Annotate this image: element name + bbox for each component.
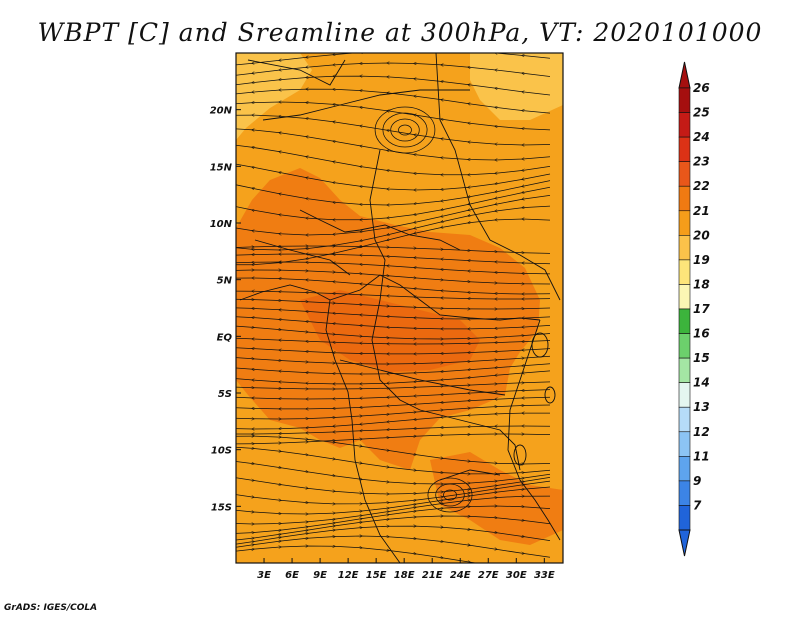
lat-tick-label: 5S	[218, 389, 232, 400]
colorbar-label: 21	[693, 204, 710, 218]
lake-outline	[531, 332, 549, 358]
border-line	[299, 209, 461, 251]
lon-tick-label: 30E	[506, 570, 527, 581]
border-line	[435, 53, 561, 301]
streamline	[236, 355, 551, 364]
colorbar-cell	[678, 456, 691, 482]
border-line	[247, 59, 346, 86]
colorbar-label: 23	[693, 155, 710, 169]
colorbar-cell	[678, 136, 691, 162]
colorbar: 26 25 24 23 22 21 20 19 18 17 16 15 14 13 12 11 9 7	[678, 61, 710, 557]
streamline	[236, 246, 551, 253]
lake-outline	[513, 444, 527, 466]
vortex-ring	[443, 489, 457, 501]
lat-tick-label: 10S	[211, 446, 232, 457]
border-line	[419, 409, 521, 471]
colorbar-label: 26	[693, 81, 710, 95]
lon-tick-label: 27E	[478, 570, 499, 581]
colorbar-label: 22	[693, 179, 710, 193]
credit-text: GrADS: IGES/COLA	[4, 603, 98, 613]
colorbar-cell	[678, 87, 691, 113]
colorbar-label: 14	[693, 376, 710, 390]
colorbar-label: 18	[693, 277, 710, 291]
streamline	[236, 546, 550, 563]
colorbar-cell	[678, 505, 691, 531]
vortex-ring	[398, 124, 412, 136]
lon-tick-label: 18E	[394, 570, 415, 581]
lat-tick-label: 5N	[217, 276, 233, 287]
colorbar-cell	[678, 112, 691, 138]
border-line	[339, 359, 506, 396]
colorbar-label: 16	[693, 327, 710, 341]
colorbar-label: 13	[693, 400, 710, 414]
colorbar-cell	[678, 382, 691, 408]
border-line	[369, 149, 421, 411]
lake-outline	[544, 386, 556, 404]
border-line	[254, 239, 351, 276]
colorbar-cell	[678, 357, 691, 383]
lon-tick-label: 9E	[313, 570, 327, 581]
lon-tick-label: 33E	[534, 570, 555, 581]
streamline	[236, 338, 551, 344]
vortex-ring	[374, 106, 436, 154]
lon-tick-label: 6E	[285, 570, 299, 581]
colorbar-cell	[678, 333, 691, 359]
colorbar-label: 7	[693, 498, 702, 512]
map-frame	[235, 52, 564, 564]
colorbar-label: 24	[693, 130, 710, 144]
colorbar-label: 15	[693, 351, 710, 365]
vortex-ring	[390, 118, 420, 142]
lat-tick-label: 15N	[210, 162, 233, 173]
lat-tick-label: 10N	[210, 219, 233, 230]
lon-tick-label: 24E	[450, 570, 471, 581]
colorbar-label: 11	[693, 449, 710, 463]
colorbar-top-arrow	[678, 61, 691, 89]
colorbar-cell	[678, 161, 691, 187]
border-line	[507, 319, 561, 541]
lon-tick-label: 21E	[422, 570, 443, 581]
colorbar-cell	[678, 406, 691, 433]
colorbar-cell	[678, 480, 691, 506]
latitude-axis: 20N 15N 10N 5N EQ 5S 10S 15S	[210, 106, 241, 513]
colorbar-label: 19	[693, 253, 710, 267]
streamline	[236, 63, 551, 77]
colorbar-cell	[678, 308, 691, 334]
colorbar-label: 9	[693, 474, 701, 488]
streamline	[236, 53, 551, 66]
vortex-ring	[427, 477, 473, 513]
border-line	[239, 284, 401, 563]
colorbar-cell	[678, 431, 691, 457]
lat-tick-label: EQ	[217, 332, 233, 343]
chart-title: WBPT [C] and Sreamline at 300hPa, VT: 20…	[37, 18, 763, 47]
country-borders	[239, 53, 561, 563]
lon-tick-label: 12E	[338, 570, 359, 581]
streamlines	[236, 53, 551, 563]
wbpt-field	[236, 53, 563, 563]
border-line	[329, 274, 541, 321]
colorbar-label: 25	[693, 106, 710, 120]
vortex-ring	[435, 483, 465, 507]
lon-tick-label: 3E	[257, 570, 271, 581]
colorbar-cell	[678, 235, 691, 261]
colorbar-cell	[678, 284, 691, 310]
colorbar-label: 17	[693, 302, 710, 316]
vortex-ring	[382, 112, 428, 148]
lat-tick-label: 15S	[211, 502, 232, 513]
streamline	[236, 347, 551, 354]
colorbar-cell	[678, 210, 691, 236]
colorbar-cell	[678, 185, 691, 212]
lon-tick-label: 15E	[366, 570, 387, 581]
colorbar-bottom-arrow	[678, 529, 691, 557]
border-line	[262, 89, 470, 121]
colorbar-label: 20	[693, 228, 710, 242]
colorbar-cell	[678, 259, 691, 285]
longitude-axis: 3E 6E 9E 12E 15E 18E 21E 24E 27E 30E 33E	[257, 558, 555, 581]
lat-tick-label: 20N	[210, 106, 233, 117]
colorbar-label: 12	[693, 425, 710, 439]
border-line	[439, 469, 501, 481]
